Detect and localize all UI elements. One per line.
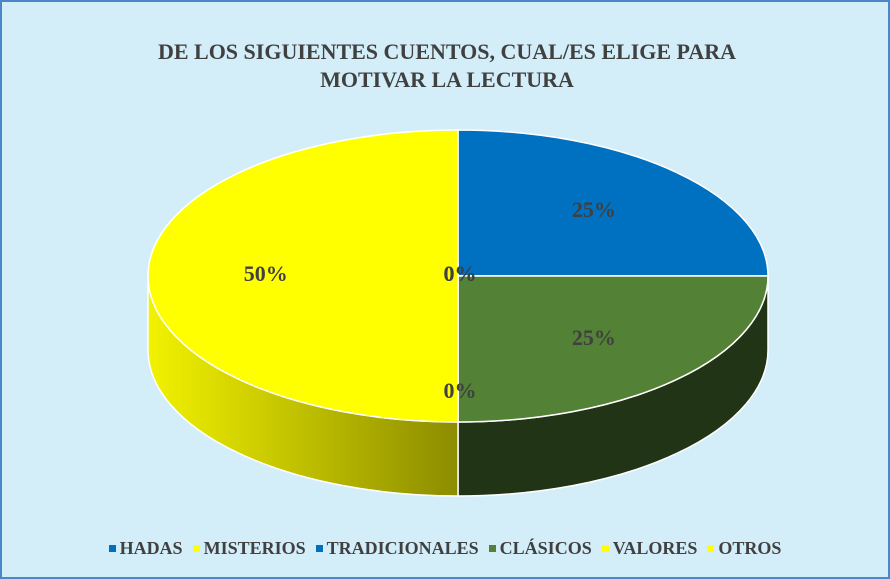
data-label: 50% <box>244 261 288 286</box>
legend-label: TRADICIONALES <box>326 538 479 558</box>
legend-item: VALORES <box>601 538 698 559</box>
legend-item: HADAS <box>108 538 183 559</box>
legend-item: TRADICIONALES <box>315 538 479 559</box>
legend-label: CLÁSICOS <box>499 538 592 558</box>
legend-item: MISTERIOS <box>192 538 306 559</box>
legend-item: CLÁSICOS <box>488 538 592 559</box>
data-label: 25% <box>572 197 616 222</box>
data-label: 0% <box>444 378 477 403</box>
pie-slice <box>457 129 769 277</box>
legend-label: HADAS <box>119 538 183 558</box>
legend-label: VALORES <box>612 538 698 558</box>
legend-label: MISTERIOS <box>203 538 306 558</box>
legend-swatch <box>707 545 715 552</box>
legend-swatch <box>601 545 609 552</box>
data-label: 0% <box>444 261 477 286</box>
legend-swatch <box>192 545 200 552</box>
pie-slice <box>147 129 459 423</box>
data-label: 25% <box>572 325 616 350</box>
legend: HADAS MISTERIOS TRADICIONALES CLÁSICOS VALOR… <box>2 538 888 559</box>
legend-label: OTROS <box>718 538 782 558</box>
legend-swatch <box>108 545 116 552</box>
chart-title: DE LOS SIGUIENTES CUENTOS, CUAL/ES ELIGE… <box>157 39 737 92</box>
data-label: 0% <box>444 261 477 286</box>
pie-slice <box>457 275 769 423</box>
legend-swatch <box>315 545 323 552</box>
legend-item: OTROS <box>707 538 781 559</box>
legend-swatch <box>488 545 496 552</box>
